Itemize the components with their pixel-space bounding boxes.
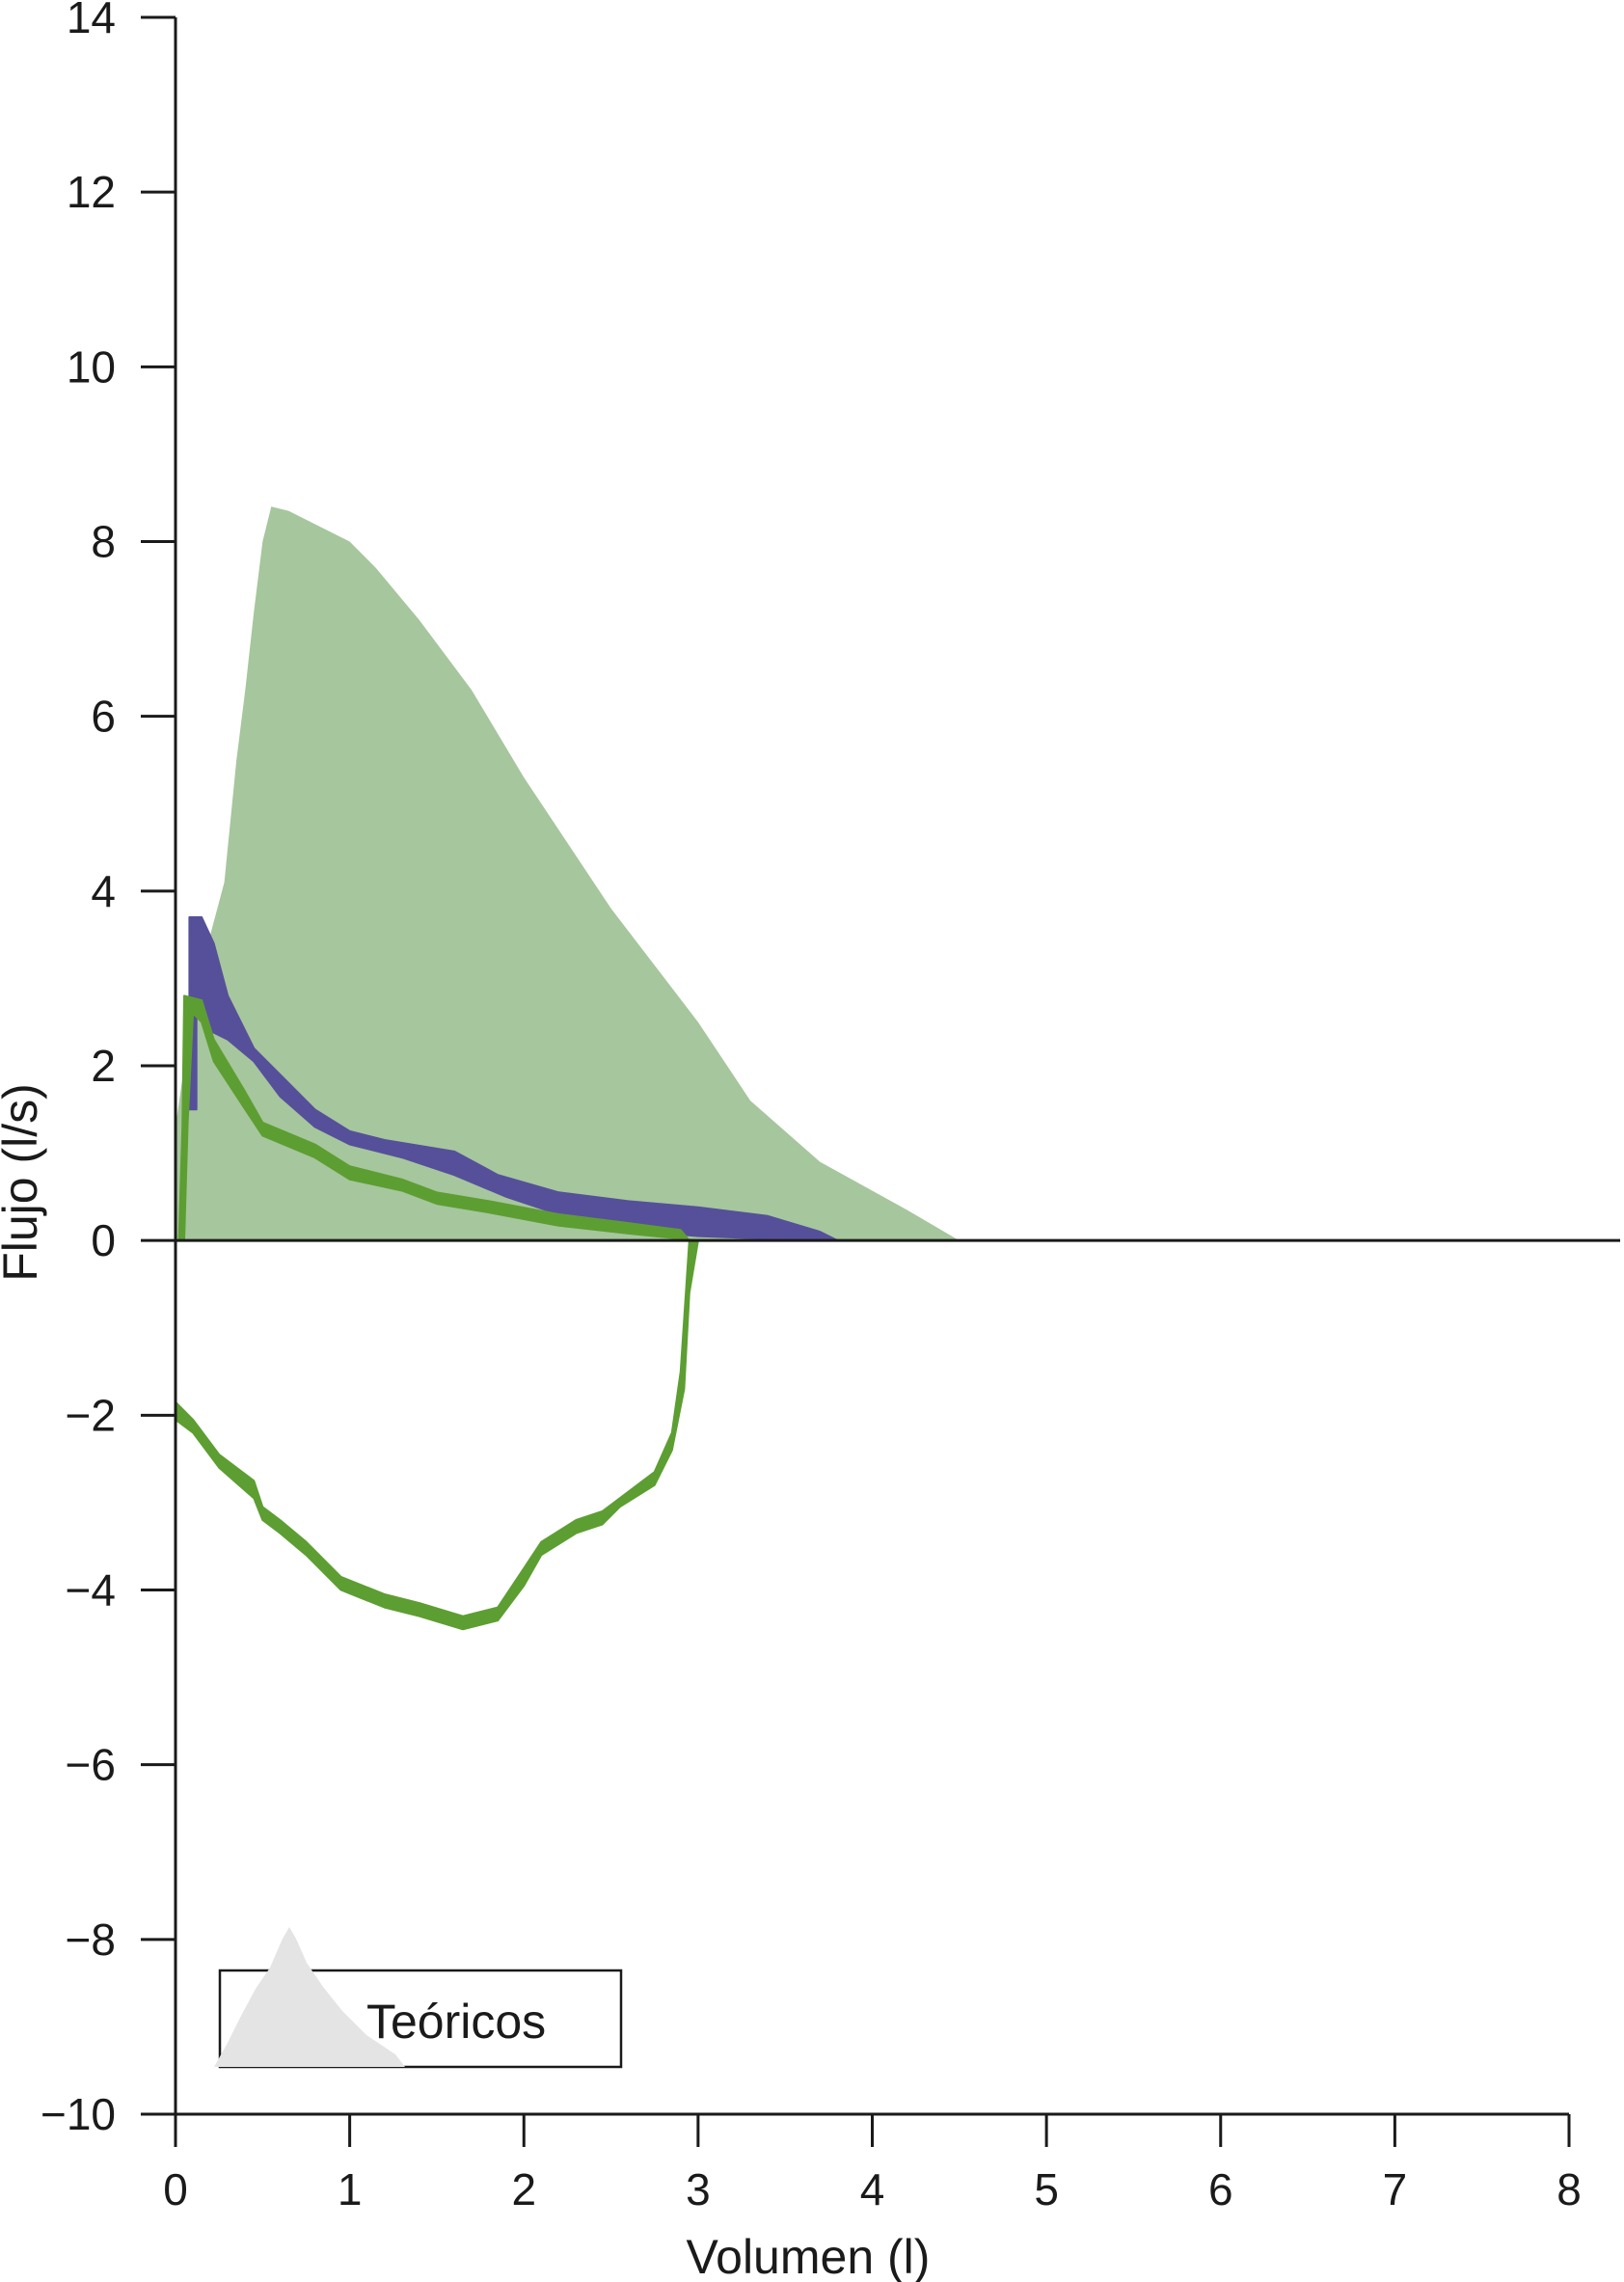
- legend-swatch: [214, 1927, 405, 2067]
- y-tick-label: −8: [66, 1915, 116, 1965]
- y-tick-label: −6: [66, 1740, 116, 1790]
- y-tick-label: 10: [67, 341, 116, 392]
- y-axis-title: Flujo (l/s): [0, 1083, 47, 1282]
- y-tick-label: 8: [91, 517, 116, 567]
- y-tick-label: 6: [91, 692, 116, 742]
- y-tick-label: −2: [66, 1390, 116, 1440]
- legend-label: Teóricos: [366, 1995, 546, 2049]
- x-tick-label: 2: [511, 2164, 536, 2214]
- series-0-area: [176, 506, 960, 1241]
- x-tick-label: 3: [686, 2164, 711, 2214]
- x-axis-title: Volumen (l): [687, 2230, 931, 2282]
- series-2-band: [175, 994, 699, 1631]
- x-tick-label: 1: [338, 2164, 363, 2214]
- x-tick-label: 5: [1034, 2164, 1059, 2214]
- plot-area: [175, 506, 960, 1631]
- x-tick-label: 7: [1383, 2164, 1408, 2214]
- y-tick-label: 12: [67, 167, 116, 217]
- x-tick-label: 6: [1208, 2164, 1233, 2214]
- x-tick-label: 8: [1556, 2164, 1582, 2214]
- axes: [141, 15, 1620, 2147]
- y-tick-label: 2: [91, 1041, 116, 1091]
- legend-box: [218, 1969, 623, 2069]
- legend: Teóricos: [214, 1927, 623, 2069]
- y-tick-label: −10: [41, 2089, 116, 2139]
- y-tick-label: 0: [91, 1215, 116, 1265]
- y-tick-label: −4: [66, 1565, 116, 1616]
- y-tick-label: 14: [67, 0, 116, 42]
- y-tick-label: 4: [91, 866, 116, 916]
- x-tick-label: 0: [163, 2164, 188, 2214]
- x-tick-label: 4: [860, 2164, 885, 2214]
